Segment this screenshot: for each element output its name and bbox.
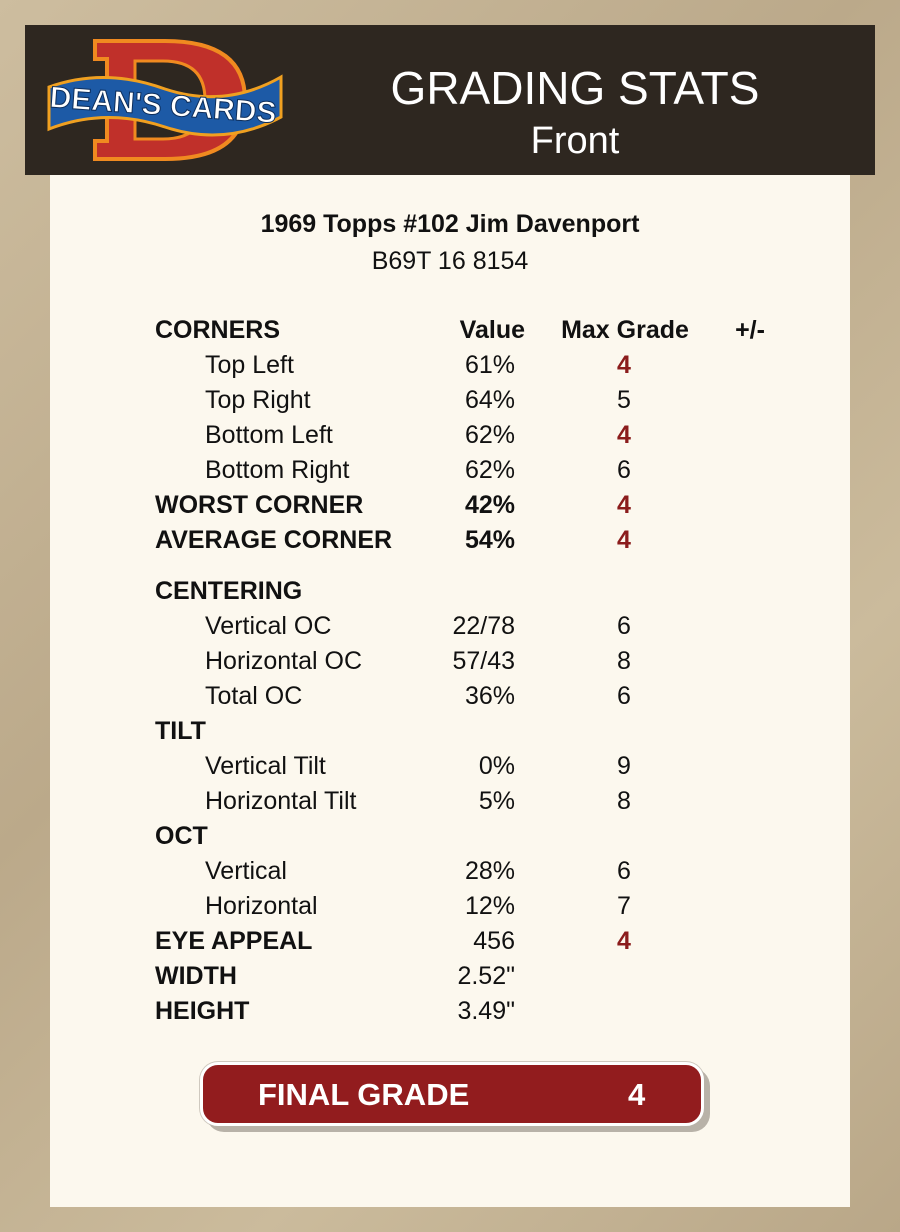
row-value: 62%: [464, 456, 515, 484]
row-value: 36%: [464, 682, 515, 710]
table-row: Bottom Left 62% 4: [155, 418, 795, 453]
table-row: Bottom Right 62% 6: [155, 453, 795, 488]
row-value: 57/43: [452, 647, 515, 675]
table-row: Horizontal OC 57/43 8: [155, 644, 795, 679]
row-label: WIDTH: [155, 962, 237, 990]
value-header: Value: [459, 316, 525, 344]
table-header: CORNERS Value Max Grade +/-: [155, 313, 795, 348]
row-value: 456: [473, 927, 515, 955]
row-label: Top Right: [205, 386, 311, 414]
row-value: 3.49": [457, 997, 515, 1025]
row-max-grade: 8: [617, 647, 631, 675]
table-row: WORST CORNER 42% 4: [155, 488, 795, 523]
table-row: Top Right 64% 5: [155, 383, 795, 418]
row-max-grade: 9: [617, 752, 631, 780]
page-title: GRADING STATS: [390, 62, 760, 114]
table-row: AVERAGE CORNER 54% 4: [155, 523, 795, 558]
row-value: 62%: [464, 421, 515, 449]
row-value: 22/78: [452, 612, 515, 640]
row-label: Bottom Left: [205, 421, 333, 449]
row-max-grade: 4: [617, 491, 631, 519]
row-max-grade: 6: [617, 456, 631, 484]
row-max-grade: 4: [617, 927, 631, 955]
row-label: Vertical Tilt: [205, 752, 326, 780]
row-value: 61%: [464, 351, 515, 379]
row-label: TILT: [155, 717, 206, 745]
row-max-grade: 6: [617, 612, 631, 640]
row-value: 54%: [464, 526, 515, 554]
row-max-grade: 6: [617, 682, 631, 710]
corners-header: CORNERS: [155, 316, 281, 344]
stats-card: [50, 175, 850, 1207]
table-row: TILT: [155, 714, 795, 749]
row-max-grade: 6: [617, 857, 631, 885]
row-max-grade: 8: [617, 787, 631, 815]
row-label: Vertical: [205, 857, 287, 885]
table-row: Horizontal Tilt 5% 8: [155, 784, 795, 819]
row-label: EYE APPEAL: [155, 927, 313, 955]
table-row: EYE APPEAL 456 4: [155, 924, 795, 959]
table-row: OCT: [155, 819, 795, 854]
table-row: CENTERING: [155, 574, 795, 609]
row-label: HEIGHT: [155, 997, 250, 1025]
row-label: Horizontal: [205, 892, 318, 920]
row-max-grade: 4: [617, 421, 631, 449]
row-label: WORST CORNER: [155, 491, 364, 519]
row-value: 0%: [478, 752, 515, 780]
row-value: 42%: [464, 491, 515, 519]
row-value: 28%: [464, 857, 515, 885]
table-row: WIDTH 2.52": [155, 959, 795, 994]
row-label: Vertical OC: [205, 612, 332, 640]
row-label: Horizontal Tilt: [205, 787, 357, 815]
card-code: B69T 16 8154: [371, 247, 529, 275]
row-label: AVERAGE CORNER: [155, 526, 393, 554]
row-max-grade: 7: [617, 892, 631, 920]
max-grade-header: Max Grade: [561, 316, 689, 344]
deans-cards-logo: DEAN'S CARDS: [47, 39, 283, 161]
plus-minus-header: +/-: [735, 316, 765, 344]
row-max-grade: 4: [617, 351, 631, 379]
table-row: HEIGHT 3.49": [155, 994, 795, 1029]
row-label: CENTERING: [155, 577, 303, 605]
table-row: Horizontal 12% 7: [155, 889, 795, 924]
row-value: 5%: [478, 787, 515, 815]
table-row: Top Left 61% 4: [155, 348, 795, 383]
card-title: 1969 Topps #102 Jim Davenport: [260, 210, 640, 238]
table-row: Vertical Tilt 0% 9: [155, 749, 795, 784]
page-subtitle: Front: [530, 120, 620, 162]
row-max-grade: 4: [617, 526, 631, 554]
table-row: Vertical OC 22/78 6: [155, 609, 795, 644]
row-value: 2.52": [457, 962, 515, 990]
final-grade-label: FINAL GRADE: [258, 1077, 470, 1112]
row-max-grade: 5: [617, 386, 631, 414]
table-row: Vertical 28% 6: [155, 854, 795, 889]
row-label: Total OC: [205, 682, 303, 710]
row-label: OCT: [155, 822, 208, 850]
final-grade-value: 4: [628, 1077, 646, 1112]
row-label: Bottom Right: [205, 456, 350, 484]
table-row: Total OC 36% 6: [155, 679, 795, 714]
row-value: 12%: [464, 892, 515, 920]
grading-table: CORNERS Value Max Grade +/- Top Left 61% 4…: [155, 313, 795, 1029]
row-label: Top Left: [205, 351, 294, 379]
header-bar: DEAN'S CARDS GRADING STATS Front: [25, 25, 875, 175]
row-value: 64%: [464, 386, 515, 414]
final-grade-banner: FINAL GRADE 4: [200, 1062, 704, 1126]
row-label: Horizontal OC: [205, 647, 362, 675]
